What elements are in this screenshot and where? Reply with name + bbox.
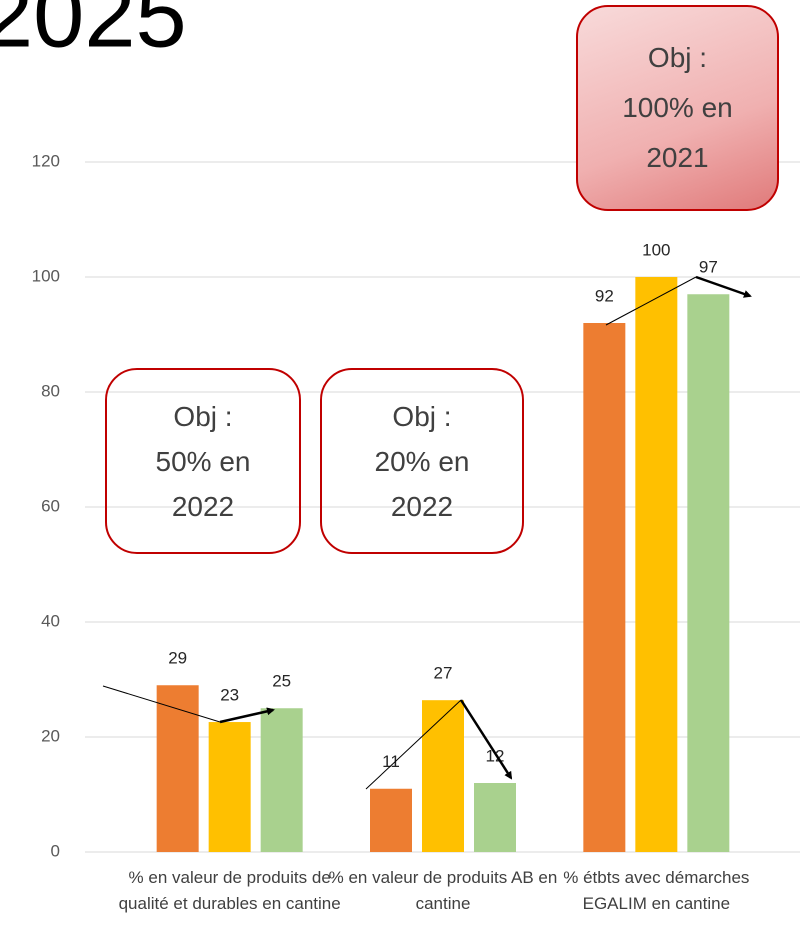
bar — [474, 783, 516, 852]
annotation-line: 20% en — [374, 445, 470, 477]
y-tick-label: 80 — [41, 381, 60, 400]
annotation-line: Obj : — [392, 400, 452, 432]
data-label: 29 — [168, 649, 187, 668]
annotation-box: Obj : 20% en 2022 — [320, 368, 524, 554]
bar — [370, 788, 412, 852]
data-label: 11 — [382, 752, 400, 771]
y-tick-label: 120 — [32, 151, 60, 170]
x-tick-label: % étbts avec démarches EGALIM en cantine — [563, 868, 750, 913]
trend-arrow — [695, 275, 752, 298]
y-tick-label: 60 — [41, 496, 60, 515]
annotation-line: 2021 — [646, 142, 709, 173]
y-tick-label: 0 — [51, 841, 60, 860]
data-label: 23 — [220, 686, 239, 705]
annotation-line: 2022 — [171, 490, 235, 522]
trend-line — [605, 276, 697, 326]
y-tick-label: 20 — [41, 726, 60, 745]
x-tick-label: % en valeur de produits AB en cantine — [328, 868, 558, 913]
bar — [156, 685, 199, 852]
bar — [208, 722, 251, 852]
annotation-line: 100% en — [622, 92, 733, 123]
data-label: 92 — [595, 286, 614, 305]
y-tick-label: 40 — [41, 611, 60, 630]
data-label: 25 — [272, 672, 291, 691]
trend-line — [102, 685, 221, 723]
trend-arrows — [102, 275, 752, 790]
annotation-line: 2022 — [390, 490, 454, 522]
y-tick-label: 100 — [32, 266, 60, 285]
chart-title: 2025 — [0, 0, 187, 66]
annotation-line: Obj : — [647, 42, 708, 73]
annotation-line: Obj : — [173, 400, 233, 432]
data-label: 97 — [699, 258, 718, 277]
trend-arrow — [459, 699, 513, 780]
bar — [260, 708, 303, 852]
annotation-line: 50% en — [155, 445, 251, 477]
trend-line — [365, 699, 462, 790]
data-label: 100 — [642, 240, 670, 259]
annotation-box: Obj : 100% en 2021 — [576, 5, 779, 211]
data-label: 27 — [434, 664, 453, 683]
bar — [583, 323, 626, 852]
trend-arrow — [219, 707, 275, 724]
bar — [687, 294, 730, 852]
annotation-box: Obj : 50% en 2022 — [105, 368, 301, 554]
bar — [422, 700, 464, 852]
x-tick-label: % en valeur de produits de qualité et du… — [118, 868, 341, 913]
bar — [635, 277, 678, 852]
